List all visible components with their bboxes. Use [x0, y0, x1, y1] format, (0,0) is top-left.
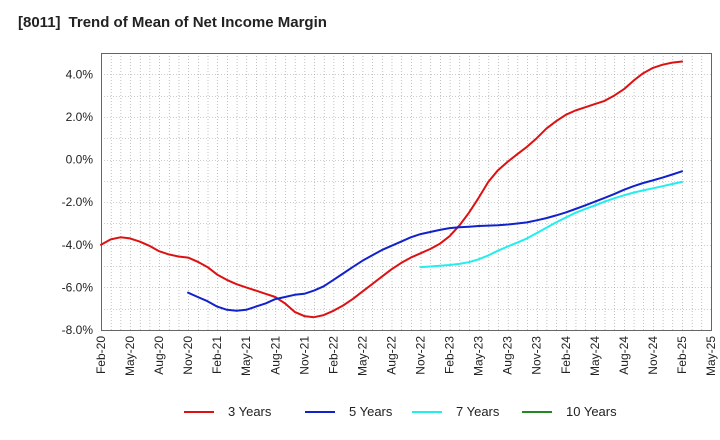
x-tick-label: Nov-23 — [530, 336, 544, 375]
x-tick-label: Aug-23 — [501, 336, 515, 375]
legend-item: 5 Years — [305, 404, 392, 419]
chart-title: [8011] Trend of Mean of Net Income Margin — [18, 14, 327, 31]
x-tick-label: Nov-21 — [297, 336, 311, 375]
x-tick-label: Aug-20 — [152, 336, 166, 375]
legend-label: 5 Years — [349, 404, 393, 419]
legend-label: 7 Years — [456, 404, 500, 419]
y-tick-label: 4.0% — [66, 67, 94, 81]
chart-title-text: Trend of Mean of Net Income Margin — [68, 14, 327, 31]
x-tick-label: Feb-24 — [559, 336, 573, 374]
x-tick-label: Feb-23 — [443, 336, 457, 374]
x-tick-label: May-22 — [355, 336, 369, 376]
x-tick-label: May-21 — [239, 336, 253, 376]
y-tick-label: -4.0% — [62, 238, 94, 252]
y-tick-label: 2.0% — [66, 110, 94, 124]
legend-label: 3 Years — [228, 404, 272, 419]
chart-title-code: [8011] — [18, 14, 61, 31]
legend-swatch — [305, 410, 335, 413]
plot-border — [101, 53, 712, 331]
x-tick-label: May-25 — [704, 336, 718, 376]
y-tick-label: 0.0% — [66, 153, 94, 167]
y-tick-label: -8.0% — [62, 323, 94, 337]
series-line — [187, 170, 683, 312]
legend-swatch — [522, 410, 552, 413]
legend-swatch — [412, 410, 442, 413]
y-tick-label: -6.0% — [62, 280, 94, 294]
x-tick-label: Feb-20 — [94, 336, 108, 374]
x-tick-label: Feb-21 — [210, 336, 224, 374]
x-tick-label: Nov-22 — [414, 336, 428, 375]
x-tick-label: Nov-24 — [646, 336, 660, 375]
x-tick-label: Feb-22 — [326, 336, 340, 374]
x-tick-label: Nov-20 — [181, 336, 195, 375]
chart-legend: 3 Years 5 Years 7 Years 10 Years — [0, 404, 720, 428]
x-tick-label: Aug-24 — [617, 336, 631, 375]
x-tick-label: May-24 — [588, 336, 602, 376]
y-tick-label: -2.0% — [62, 195, 94, 209]
x-tick-label: Feb-25 — [675, 336, 689, 374]
legend-item: 3 Years — [184, 404, 271, 419]
x-tick-label: May-23 — [472, 336, 486, 376]
legend-label: 10 Years — [566, 404, 617, 419]
series-line — [419, 180, 683, 269]
legend-item: 7 Years — [412, 404, 499, 419]
x-tick-label: May-20 — [123, 336, 137, 376]
x-tick-label: Aug-21 — [268, 336, 282, 375]
legend-swatch — [184, 410, 214, 413]
x-tick-label: Aug-22 — [384, 336, 398, 375]
series-line — [100, 60, 683, 319]
legend-item: 10 Years — [522, 404, 617, 419]
